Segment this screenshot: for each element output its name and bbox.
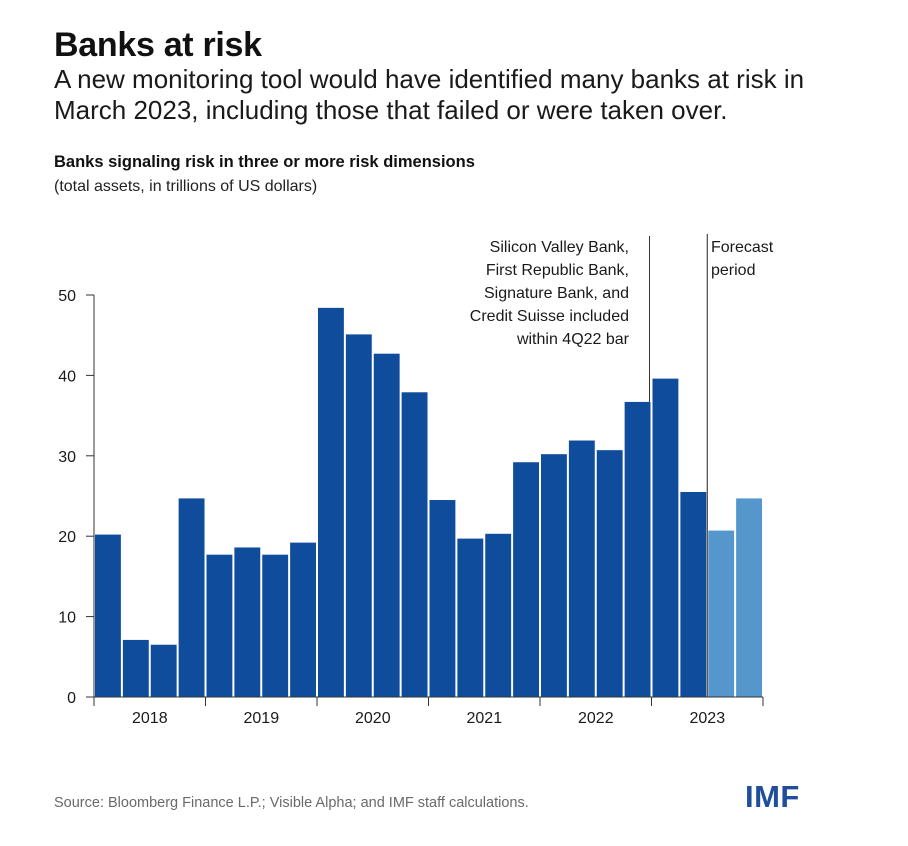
- bar-3Q20: [373, 353, 400, 697]
- bar-1Q21: [429, 500, 456, 697]
- bar-3Q21: [485, 533, 512, 697]
- bar-4Q22: [624, 401, 651, 697]
- bar-1Q20: [318, 307, 344, 697]
- y-tick-label-20: 20: [58, 529, 76, 546]
- x-tick-label-2020: 2020: [355, 710, 391, 727]
- forecast-period-label: Forecast period: [711, 239, 774, 279]
- bar-4Q18: [178, 498, 205, 697]
- bar-4Q21: [513, 462, 540, 697]
- bar-2Q20: [345, 334, 372, 697]
- bar-1Q18: [95, 534, 121, 697]
- imf-logo: IMF: [745, 779, 800, 814]
- bar-2Q21: [457, 538, 484, 697]
- bar-2Q18: [122, 639, 149, 697]
- x-tick-label-2022: 2022: [578, 710, 614, 727]
- source-note: Source: Bloomberg Finance L.P.; Visible …: [54, 795, 529, 811]
- bar-2Q23: [680, 491, 707, 697]
- y-tick-label-40: 40: [58, 368, 76, 385]
- x-tick-label-2019: 2019: [244, 710, 280, 727]
- bar-4Q20: [401, 392, 428, 697]
- y-tick-label-30: 30: [58, 449, 76, 466]
- x-tick-label-2021: 2021: [467, 710, 503, 727]
- page-subtitle: A new monitoring tool would have identif…: [54, 64, 805, 125]
- y-tick-label-0: 0: [67, 690, 76, 707]
- bar-2Q19: [234, 547, 261, 697]
- chart-title: Banks signaling risk in three or more ri…: [54, 153, 475, 171]
- bar-1Q23: [652, 378, 679, 697]
- bar-2Q22: [568, 440, 595, 697]
- page-title: Banks at risk: [54, 26, 262, 64]
- y-tick-label-10: 10: [58, 610, 76, 627]
- x-tick-label-2023: 2023: [690, 710, 726, 727]
- x-tick-label-2018: 2018: [132, 710, 168, 727]
- bar-1Q19: [206, 554, 233, 697]
- failed-banks-annotation: Silicon Valley Bank, First Republic Bank…: [469, 239, 629, 348]
- bar-3Q22: [596, 450, 623, 697]
- bar-4Q23: [736, 498, 763, 697]
- bar-3Q19: [262, 554, 289, 697]
- bar-1Q22: [541, 454, 567, 697]
- y-tick-label-50: 50: [58, 288, 76, 305]
- bar-3Q18: [150, 644, 177, 697]
- chart-units: (total assets, in trillions of US dollar…: [54, 178, 318, 195]
- bar-4Q19: [290, 542, 317, 697]
- bar-3Q23: [708, 530, 735, 697]
